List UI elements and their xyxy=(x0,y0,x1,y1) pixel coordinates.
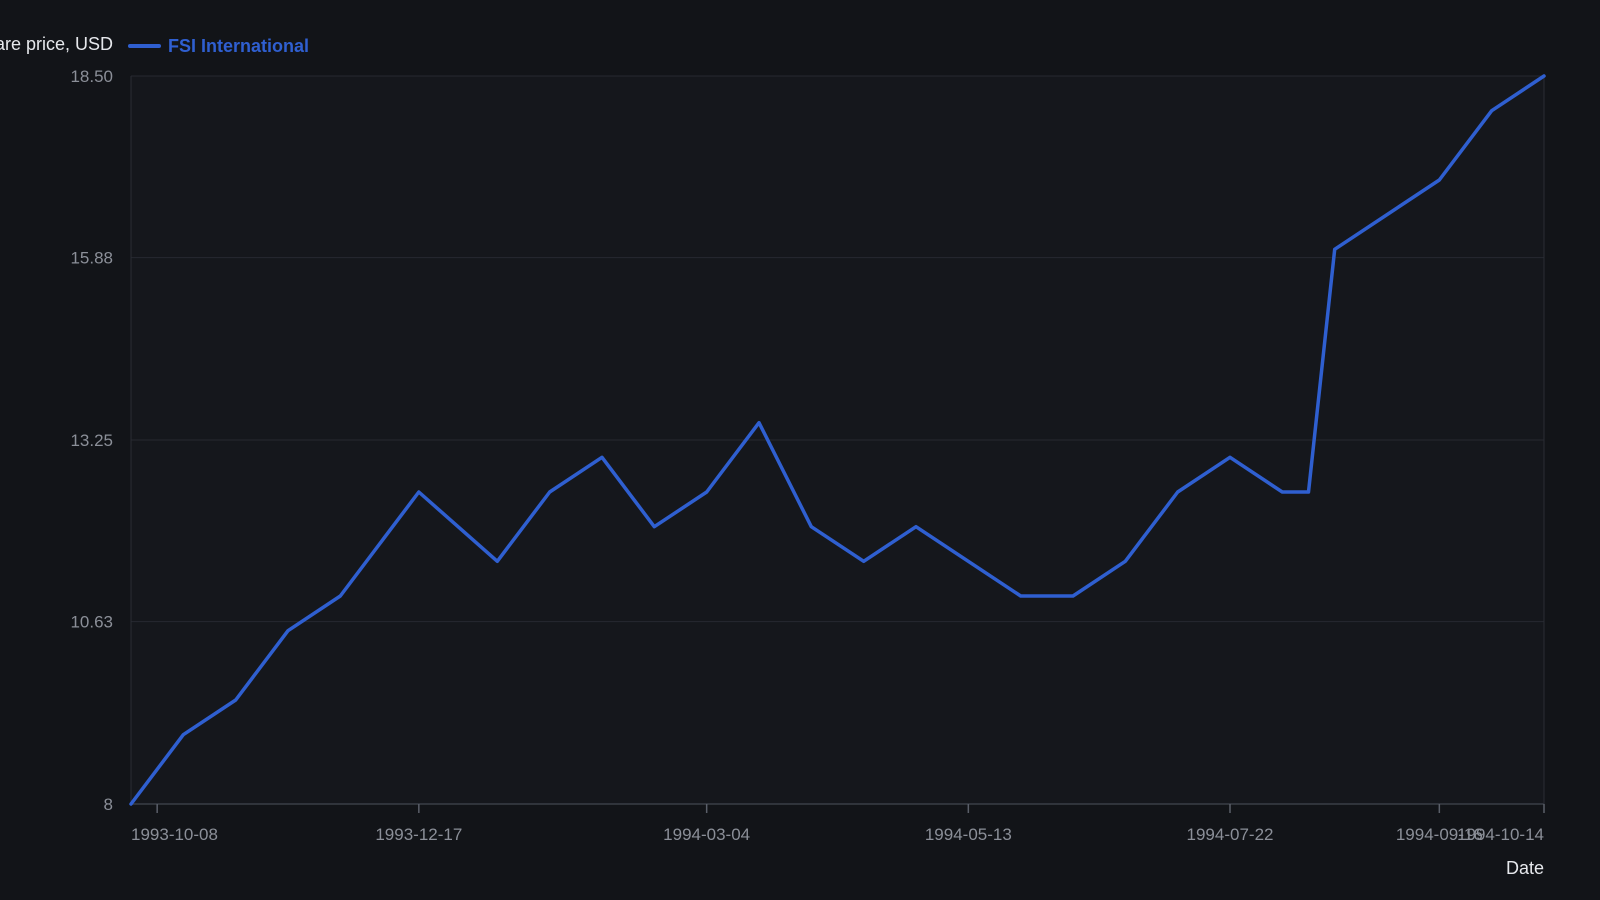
x-tick-label: 1994-09-16 xyxy=(1396,825,1483,844)
y-tick-label: 13.25 xyxy=(70,431,113,450)
series-layer xyxy=(129,74,1546,806)
y-tick-label: 15.88 xyxy=(70,249,113,268)
legend-label[interactable]: FSI International xyxy=(168,36,309,56)
x-tick-label: 1994-10-14 xyxy=(1457,825,1544,844)
x-tick-label: 1994-05-13 xyxy=(925,825,1012,844)
y-tick-label: 10.63 xyxy=(70,613,113,632)
x-axis-label: Date xyxy=(1506,858,1544,878)
x-tick-label: 1994-07-22 xyxy=(1187,825,1274,844)
y-axis-ticks: 8 10.63 13.25 15.88 18.50 xyxy=(70,67,113,814)
y-tick-label: 18.50 xyxy=(70,67,113,86)
y-axis-label: Share price, USD xyxy=(0,34,113,54)
y-tick-label: 8 xyxy=(104,795,113,814)
x-axis-ticks: 1993-10-08 1993-12-17 1994-03-04 1994-05-13… xyxy=(131,804,1545,844)
gridlines xyxy=(131,75,1544,623)
x-tick-label: 1994-03-04 xyxy=(663,825,750,844)
x-tick-label: 1993-10-08 xyxy=(131,825,218,844)
x-tick-label: 1993-12-17 xyxy=(375,825,462,844)
legend[interactable]: FSI International xyxy=(128,36,309,56)
series-line[interactable] xyxy=(129,74,1546,806)
